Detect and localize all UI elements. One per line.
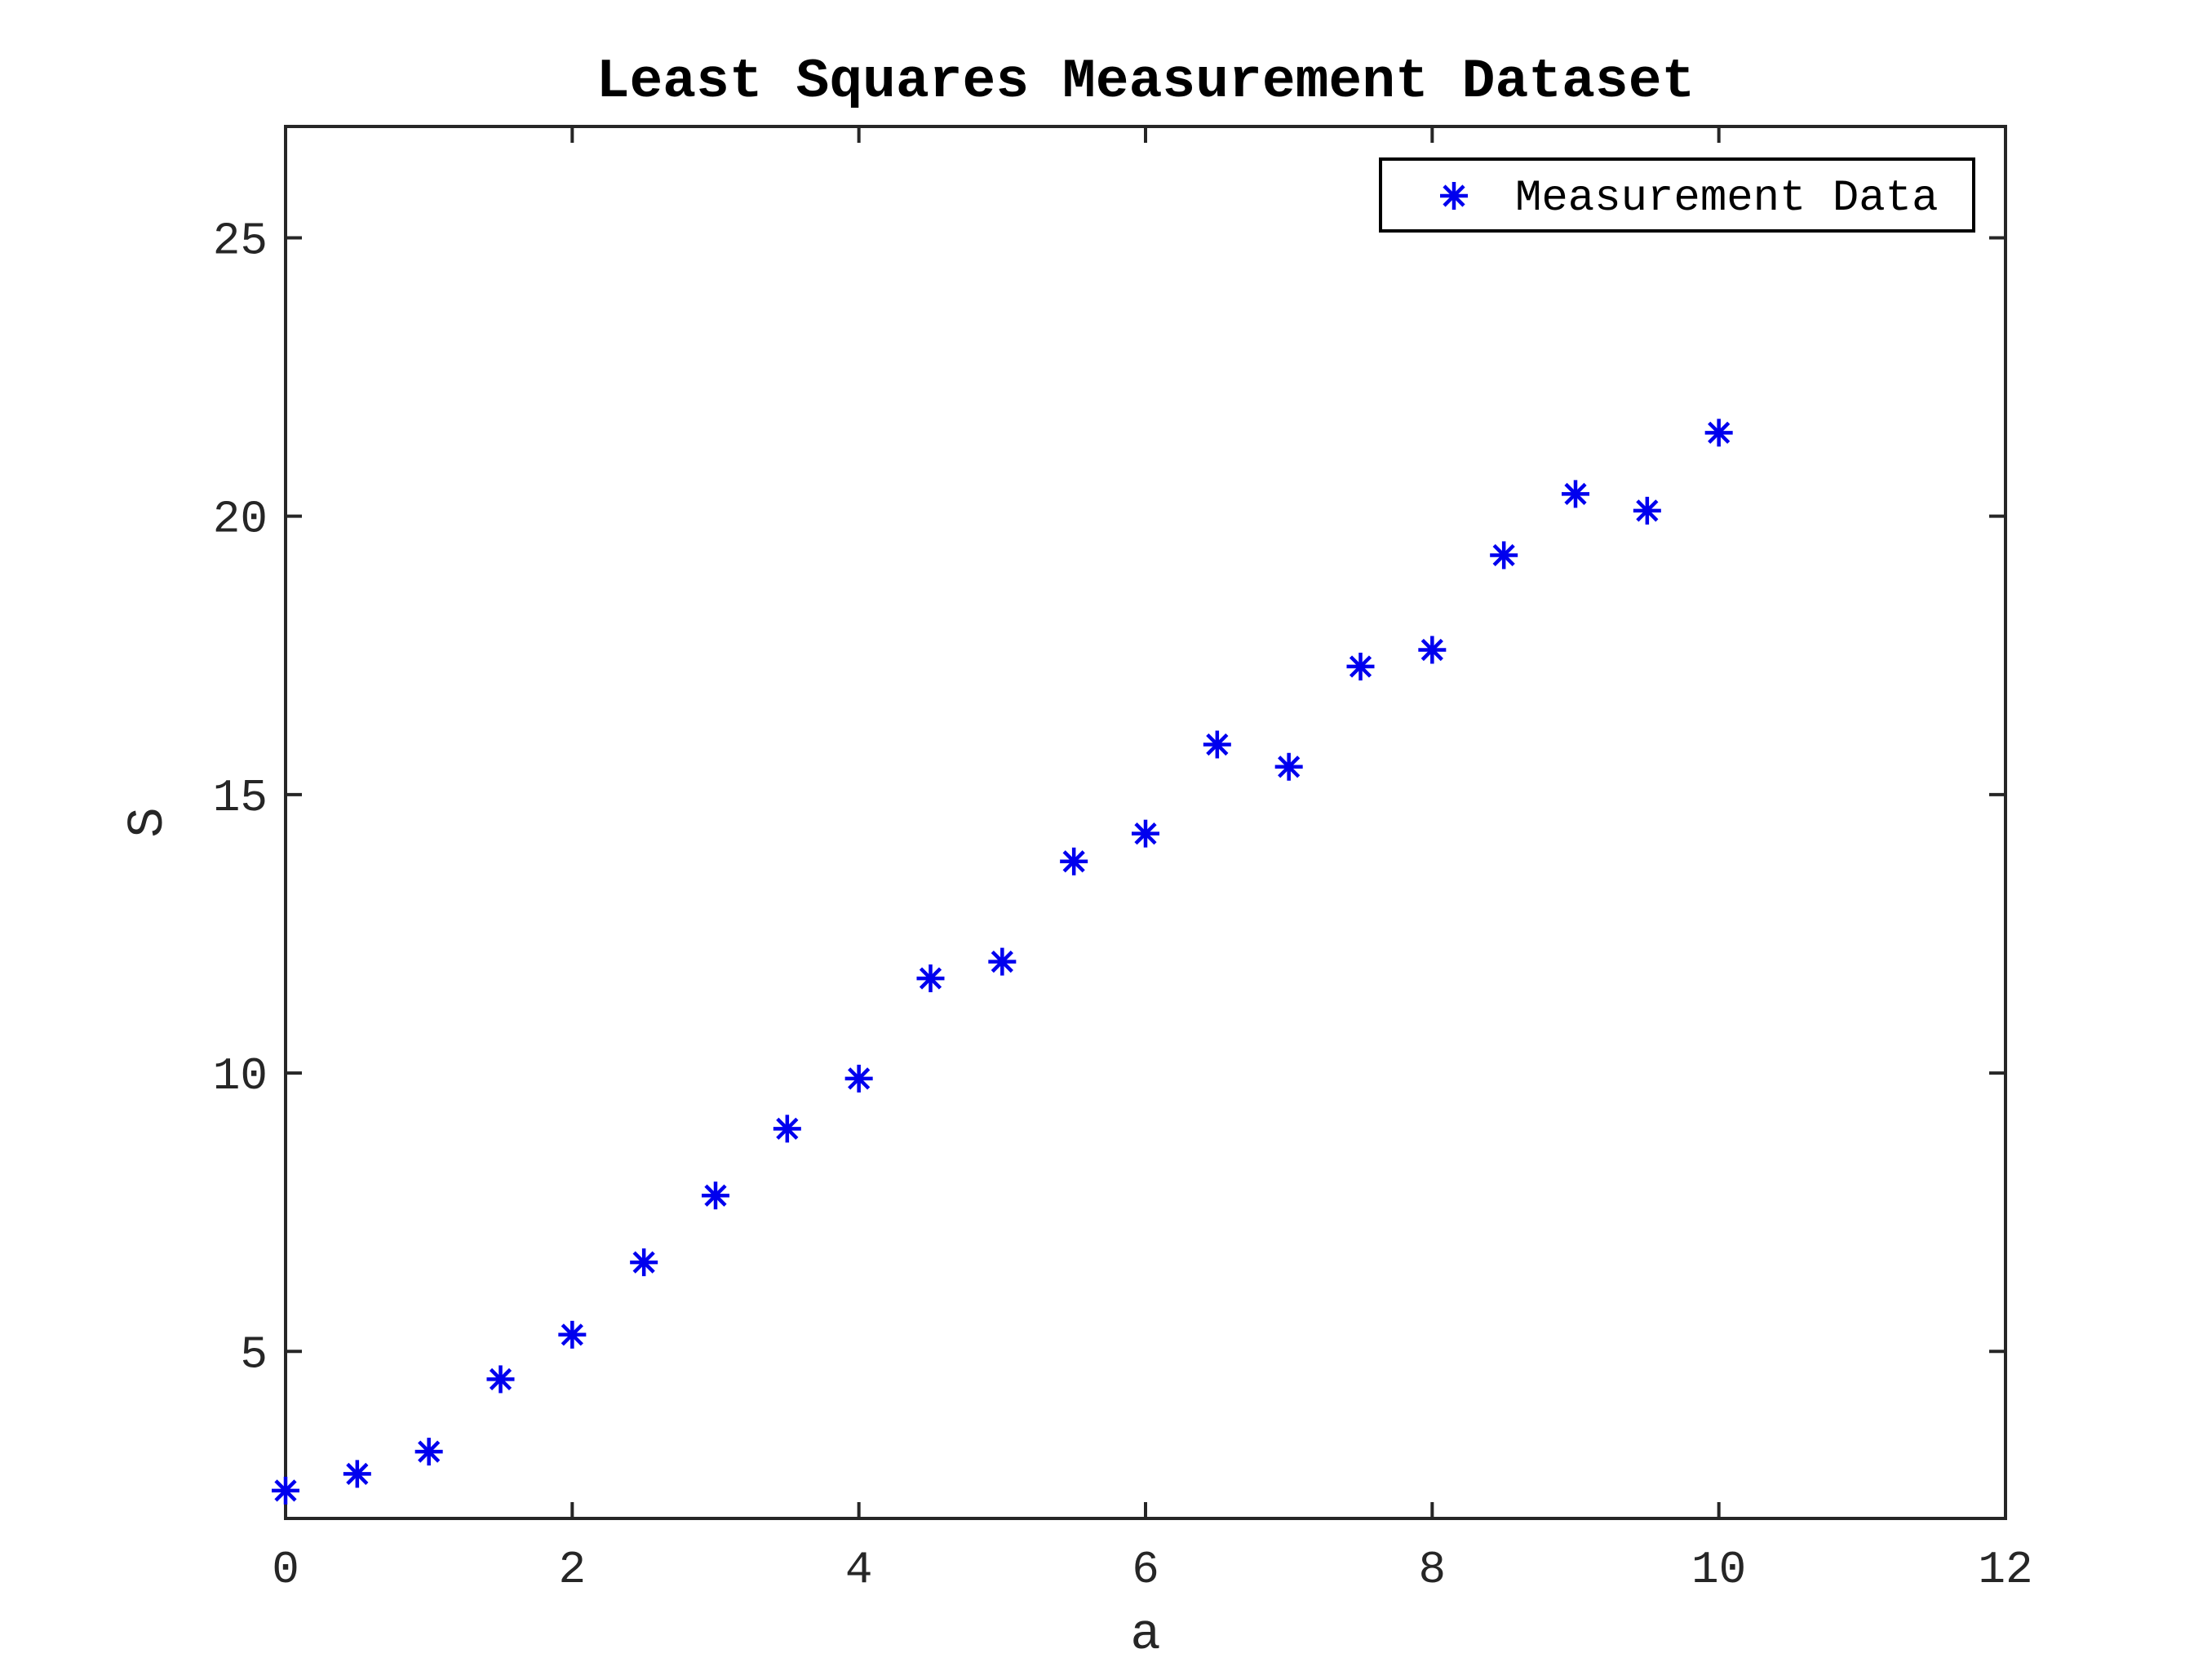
chart-title: Least Squares Measurement Dataset bbox=[596, 51, 1695, 113]
y-tick-label: 25 bbox=[213, 215, 268, 267]
x-tick-label: 10 bbox=[1691, 1544, 1746, 1596]
x-tick-label: 12 bbox=[1978, 1544, 2032, 1596]
data-point bbox=[1274, 752, 1303, 781]
data-point bbox=[1490, 541, 1518, 570]
data-point bbox=[558, 1320, 587, 1349]
x-tick-label: 0 bbox=[272, 1544, 299, 1596]
data-point bbox=[272, 1476, 299, 1505]
data-point bbox=[414, 1438, 443, 1466]
data-point bbox=[1704, 419, 1733, 447]
data-point bbox=[1562, 480, 1589, 508]
data-point bbox=[1633, 496, 1661, 525]
data-point bbox=[1418, 636, 1447, 664]
x-tick-label: 4 bbox=[845, 1544, 873, 1596]
data-point bbox=[1346, 652, 1375, 680]
data-point bbox=[988, 947, 1017, 976]
y-tick-label: 15 bbox=[213, 772, 268, 824]
x-tick-label: 6 bbox=[1132, 1544, 1159, 1596]
data-point bbox=[343, 1460, 371, 1488]
y-axis-label: S bbox=[119, 807, 177, 837]
data-point bbox=[844, 1064, 873, 1093]
x-axis-label: a bbox=[1130, 1606, 1160, 1664]
data-point bbox=[1132, 819, 1159, 848]
legend-marker-asterisk-icon bbox=[1440, 182, 1468, 210]
data-point bbox=[916, 964, 945, 993]
data-point bbox=[486, 1365, 515, 1394]
y-tick-label: 20 bbox=[213, 494, 268, 546]
x-tick-label: 8 bbox=[1419, 1544, 1447, 1596]
legend-asterisk-icon bbox=[1440, 182, 1468, 210]
legend-box bbox=[1379, 157, 1975, 233]
legend: Measurement Data bbox=[1379, 157, 1975, 233]
data-point bbox=[630, 1248, 658, 1277]
data-point bbox=[1060, 847, 1088, 875]
y-tick-label: 10 bbox=[213, 1050, 268, 1102]
data-series-points bbox=[272, 419, 1733, 1505]
y-tick-label: 5 bbox=[240, 1328, 268, 1381]
axis-ticks: 0 2 4 6 8 10 12 5 10 15 20 25 bbox=[213, 126, 2033, 1596]
legend-entry-label: Measurement Data bbox=[1515, 174, 1938, 224]
data-point bbox=[702, 1181, 729, 1210]
x-tick-label: 2 bbox=[559, 1544, 587, 1596]
data-point bbox=[773, 1115, 801, 1143]
data-point bbox=[1203, 730, 1231, 759]
